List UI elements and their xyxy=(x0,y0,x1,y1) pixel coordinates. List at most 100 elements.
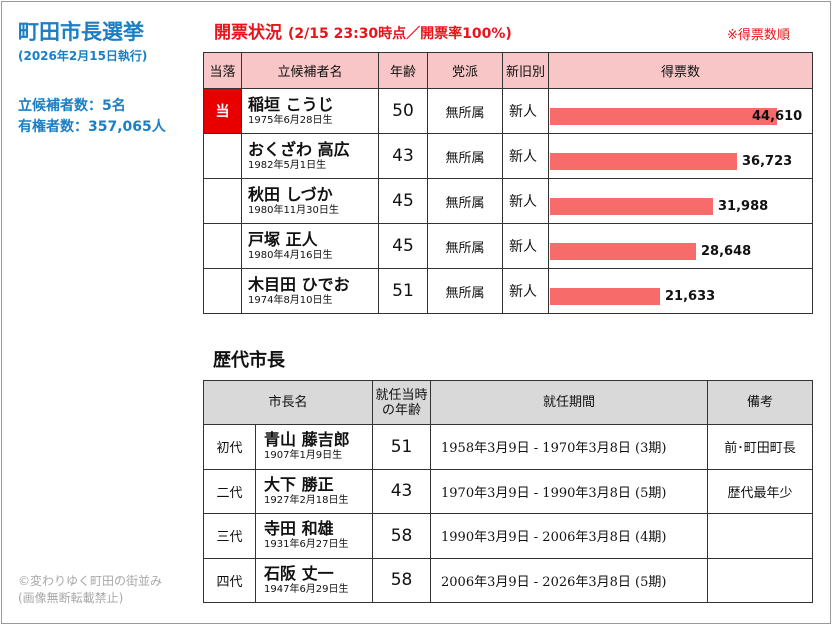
candidate-name: 戸塚 正人 xyxy=(248,229,318,249)
candidate-age: 45 xyxy=(378,178,428,224)
election-date: (2026年2月15日執行) xyxy=(18,49,148,63)
winner-cell xyxy=(203,178,242,224)
mayor-row: 三代 寺田 和雄 1931年6月27日生 58 1990年3月9日 - 2006年3月8… xyxy=(203,513,814,559)
candidate-birth: 1982年5月1日生 xyxy=(248,159,327,171)
votes-bar xyxy=(550,108,777,125)
mayor-age: 58 xyxy=(372,513,432,559)
results-table: 当落 立候補者名 年齢 党派 新旧別 得票数 当稲垣 こうじ 1975年6月28日… xyxy=(203,52,813,314)
mayor-order: 初代 xyxy=(203,424,256,470)
mayor-cell: 青山 藤吉郎 1907年1月9日生 xyxy=(254,424,374,470)
results-header-row: 当落 立候補者名 年齢 党派 新旧別 得票数 xyxy=(203,52,813,89)
votes-bar xyxy=(550,243,696,260)
candidate-cell: 戸塚 正人 1980年4月16日生 xyxy=(241,223,379,269)
voters-count: 有権者数：357,065人 xyxy=(18,119,166,135)
candidate-party: 無所属 xyxy=(427,223,503,269)
winner-cell xyxy=(203,268,242,314)
history-table: 市長名 就任当時 の年齢 就任期間 備考 初代 青山 藤吉郎 1907年1月9日生 51… xyxy=(202,380,814,603)
candidate-row: 戸塚 正人 1980年4月16日生 45 無所属 新人 28,648 xyxy=(203,223,813,269)
votes-cell: 21,633 xyxy=(548,268,813,314)
winner-cell xyxy=(203,223,242,269)
candidate-cell: 稲垣 こうじ 1975年6月28日生 xyxy=(241,88,379,134)
col-header-party: 党派 xyxy=(427,52,503,89)
history-header-row: 市長名 就任当時 の年齢 就任期間 備考 xyxy=(202,380,814,425)
mayor-birth: 1931年6月27日生 xyxy=(264,539,349,551)
mayor-row: 四代 石阪 丈一 1947年6月29日生 58 2006年3月9日 - 2026年3月8… xyxy=(203,557,814,603)
candidate-birth: 1974年8月10日生 xyxy=(248,294,333,306)
mayor-row: 二代 大下 勝正 1927年2月18日生 43 1970年3月9日 - 1990年3月8… xyxy=(203,468,814,514)
winner-cell xyxy=(203,133,242,179)
candidate-cell: 秋田 しづか 1980年11月30日生 xyxy=(241,178,379,224)
candidate-row: おくざわ 高広 1982年5月1日生 43 無所属 新人 36,723 xyxy=(203,133,813,179)
mayor-birth: 1907年1月9日生 xyxy=(264,450,343,462)
candidate-birth: 1975年6月28日生 xyxy=(248,114,333,126)
candidate-birth: 1980年11月30日生 xyxy=(248,204,339,216)
mayor-birth: 1947年6月29日生 xyxy=(264,583,349,595)
col-header-age-at-start: 就任当時 の年齢 xyxy=(372,380,432,425)
votes-value: 21,633 xyxy=(665,289,716,304)
winner-mark: 当 xyxy=(215,104,230,120)
votes-cell: 36,723 xyxy=(548,133,813,179)
mayor-age: 58 xyxy=(372,557,432,603)
votes-value: 31,988 xyxy=(718,199,769,214)
winner-cell: 当 xyxy=(203,88,242,134)
mayor-note: 前･町田町長 xyxy=(707,424,814,470)
copyright: ©変わりゆく町田の街並み (画像無断転載禁止) xyxy=(18,573,162,607)
candidate-name: 木目田 ひでお xyxy=(248,274,350,294)
candidate-name: 秋田 しづか xyxy=(248,184,333,204)
page-title: 町田市長選挙 xyxy=(18,20,144,44)
mayor-cell: 大下 勝正 1927年2月18日生 xyxy=(254,468,374,514)
mayor-order: 三代 xyxy=(203,513,256,559)
votes-cell: 31,988 xyxy=(548,178,813,224)
col-header-result: 当落 xyxy=(203,52,242,89)
candidate-status: 新人 xyxy=(502,268,549,314)
mayor-term: 1958年3月9日 - 1970年3月8日 (3期) xyxy=(430,424,709,470)
mayor-note: 歴代最年少 xyxy=(707,468,814,514)
col-header-mayor-name: 市長名 xyxy=(202,380,374,425)
mayor-order: 四代 xyxy=(203,557,256,603)
mayor-name: 石阪 丈一 xyxy=(264,563,334,583)
mayor-row: 初代 青山 藤吉郎 1907年1月9日生 51 1958年3月9日 - 1970年3月8… xyxy=(203,424,814,470)
candidate-row: 木目田 ひでお 1974年8月10日生 51 無所属 新人 21,633 xyxy=(203,268,813,314)
mayor-term: 1970年3月9日 - 1990年3月8日 (5期) xyxy=(430,468,709,514)
mayor-note xyxy=(707,513,814,559)
col-header-candidate: 立候補者名 xyxy=(241,52,379,89)
sort-note: ※得票数順 xyxy=(727,28,790,43)
results-title-text: 開票状況 xyxy=(214,23,282,43)
votes-bar xyxy=(550,288,660,305)
votes-value: 44,610 xyxy=(752,109,803,124)
mayor-order: 二代 xyxy=(203,468,256,514)
mayor-age: 43 xyxy=(372,468,432,514)
votes-value: 36,723 xyxy=(742,154,793,169)
mayor-age: 51 xyxy=(372,424,432,470)
candidate-status: 新人 xyxy=(502,178,549,224)
votes-bar xyxy=(550,153,737,170)
mayor-name: 寺田 和雄 xyxy=(264,519,334,539)
mayor-note xyxy=(707,557,814,603)
mayor-term: 1990年3月9日 - 2006年3月8日 (4期) xyxy=(430,513,709,559)
candidate-status: 新人 xyxy=(502,133,549,179)
mayor-name: 青山 藤吉郎 xyxy=(264,430,350,450)
age-header-line2: の年齢 xyxy=(382,402,422,418)
copyright-text: ©変わりゆく町田の街並み xyxy=(18,574,163,588)
candidates-count: 立候補者数：5名 xyxy=(18,98,126,114)
mayor-birth: 1927年2月18日生 xyxy=(264,494,349,506)
votes-value: 28,648 xyxy=(701,244,752,259)
candidate-party: 無所属 xyxy=(427,178,503,224)
candidate-status: 新人 xyxy=(502,223,549,269)
mayor-cell: 寺田 和雄 1931年6月27日生 xyxy=(254,513,374,559)
age-header-line1: 就任当時 xyxy=(375,387,428,403)
candidate-status: 新人 xyxy=(502,88,549,134)
candidate-age: 51 xyxy=(378,268,428,314)
col-header-age: 年齢 xyxy=(378,52,428,89)
results-title: 開票状況 (2/15 23:30時点／開票率100%) xyxy=(214,18,512,43)
candidate-name: おくざわ 高広 xyxy=(248,139,350,159)
candidate-age: 45 xyxy=(378,223,428,269)
col-header-note: 備考 xyxy=(707,380,814,425)
candidate-cell: 木目田 ひでお 1974年8月10日生 xyxy=(241,268,379,314)
candidate-party: 無所属 xyxy=(427,88,503,134)
mayor-term: 2006年3月9日 - 2026年3月8日 (5期) xyxy=(430,557,709,603)
candidate-name: 稲垣 こうじ xyxy=(248,94,334,114)
col-header-term: 就任期間 xyxy=(430,380,709,425)
history-title: 歴代市長 xyxy=(213,350,285,371)
